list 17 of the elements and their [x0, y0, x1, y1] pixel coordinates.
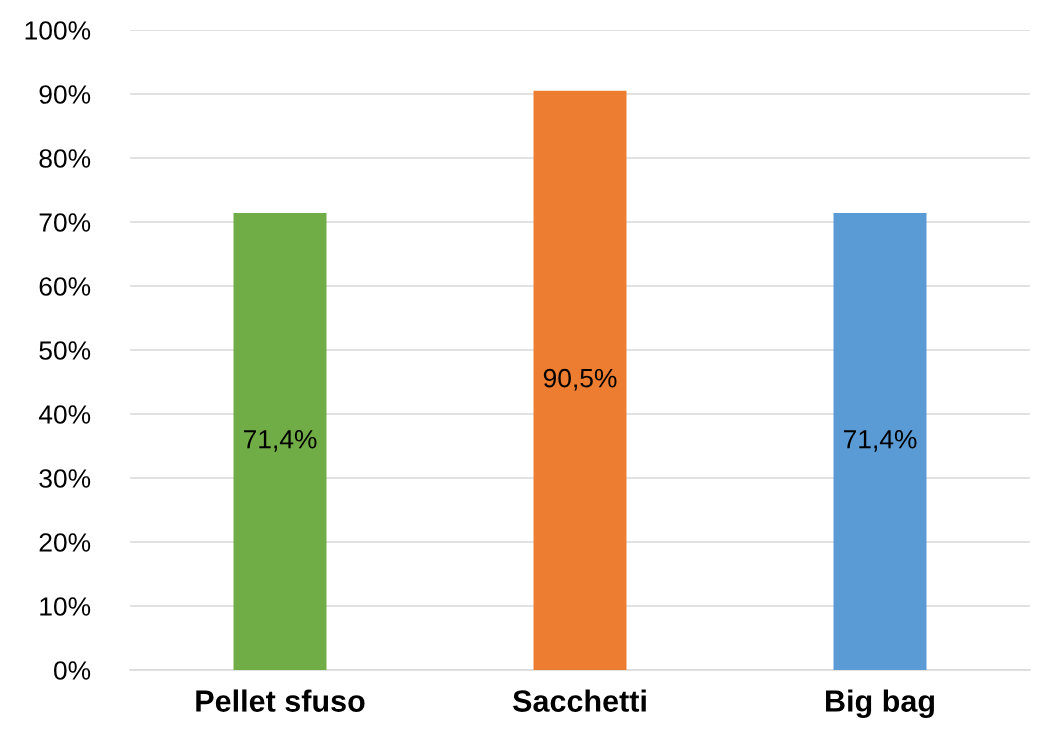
y-tick-label: 100% [25, 21, 91, 40]
x-tick-label: Sacchetti [512, 689, 646, 712]
y-tick-label: 50% [39, 341, 91, 360]
data-label: 90,5% [543, 368, 617, 391]
y-tick-label: 20% [39, 533, 91, 552]
x-tick-label: Big bag [826, 689, 934, 719]
data-label: 71,4% [243, 430, 317, 452]
y-tick-label: 10% [40, 597, 91, 616]
data-label: 71,4% [843, 430, 917, 452]
y-tick-label: 40% [38, 405, 91, 424]
y-tick-label: 60% [39, 277, 91, 296]
y-tick-label: 80% [39, 149, 91, 168]
y-tick-label: 30% [39, 469, 91, 488]
y-tick-label: 90% [39, 85, 91, 104]
y-tick-label: 0% [54, 661, 91, 680]
x-tick-label: Pellet sfuso [196, 689, 365, 712]
y-tick-label: 70% [39, 213, 91, 232]
